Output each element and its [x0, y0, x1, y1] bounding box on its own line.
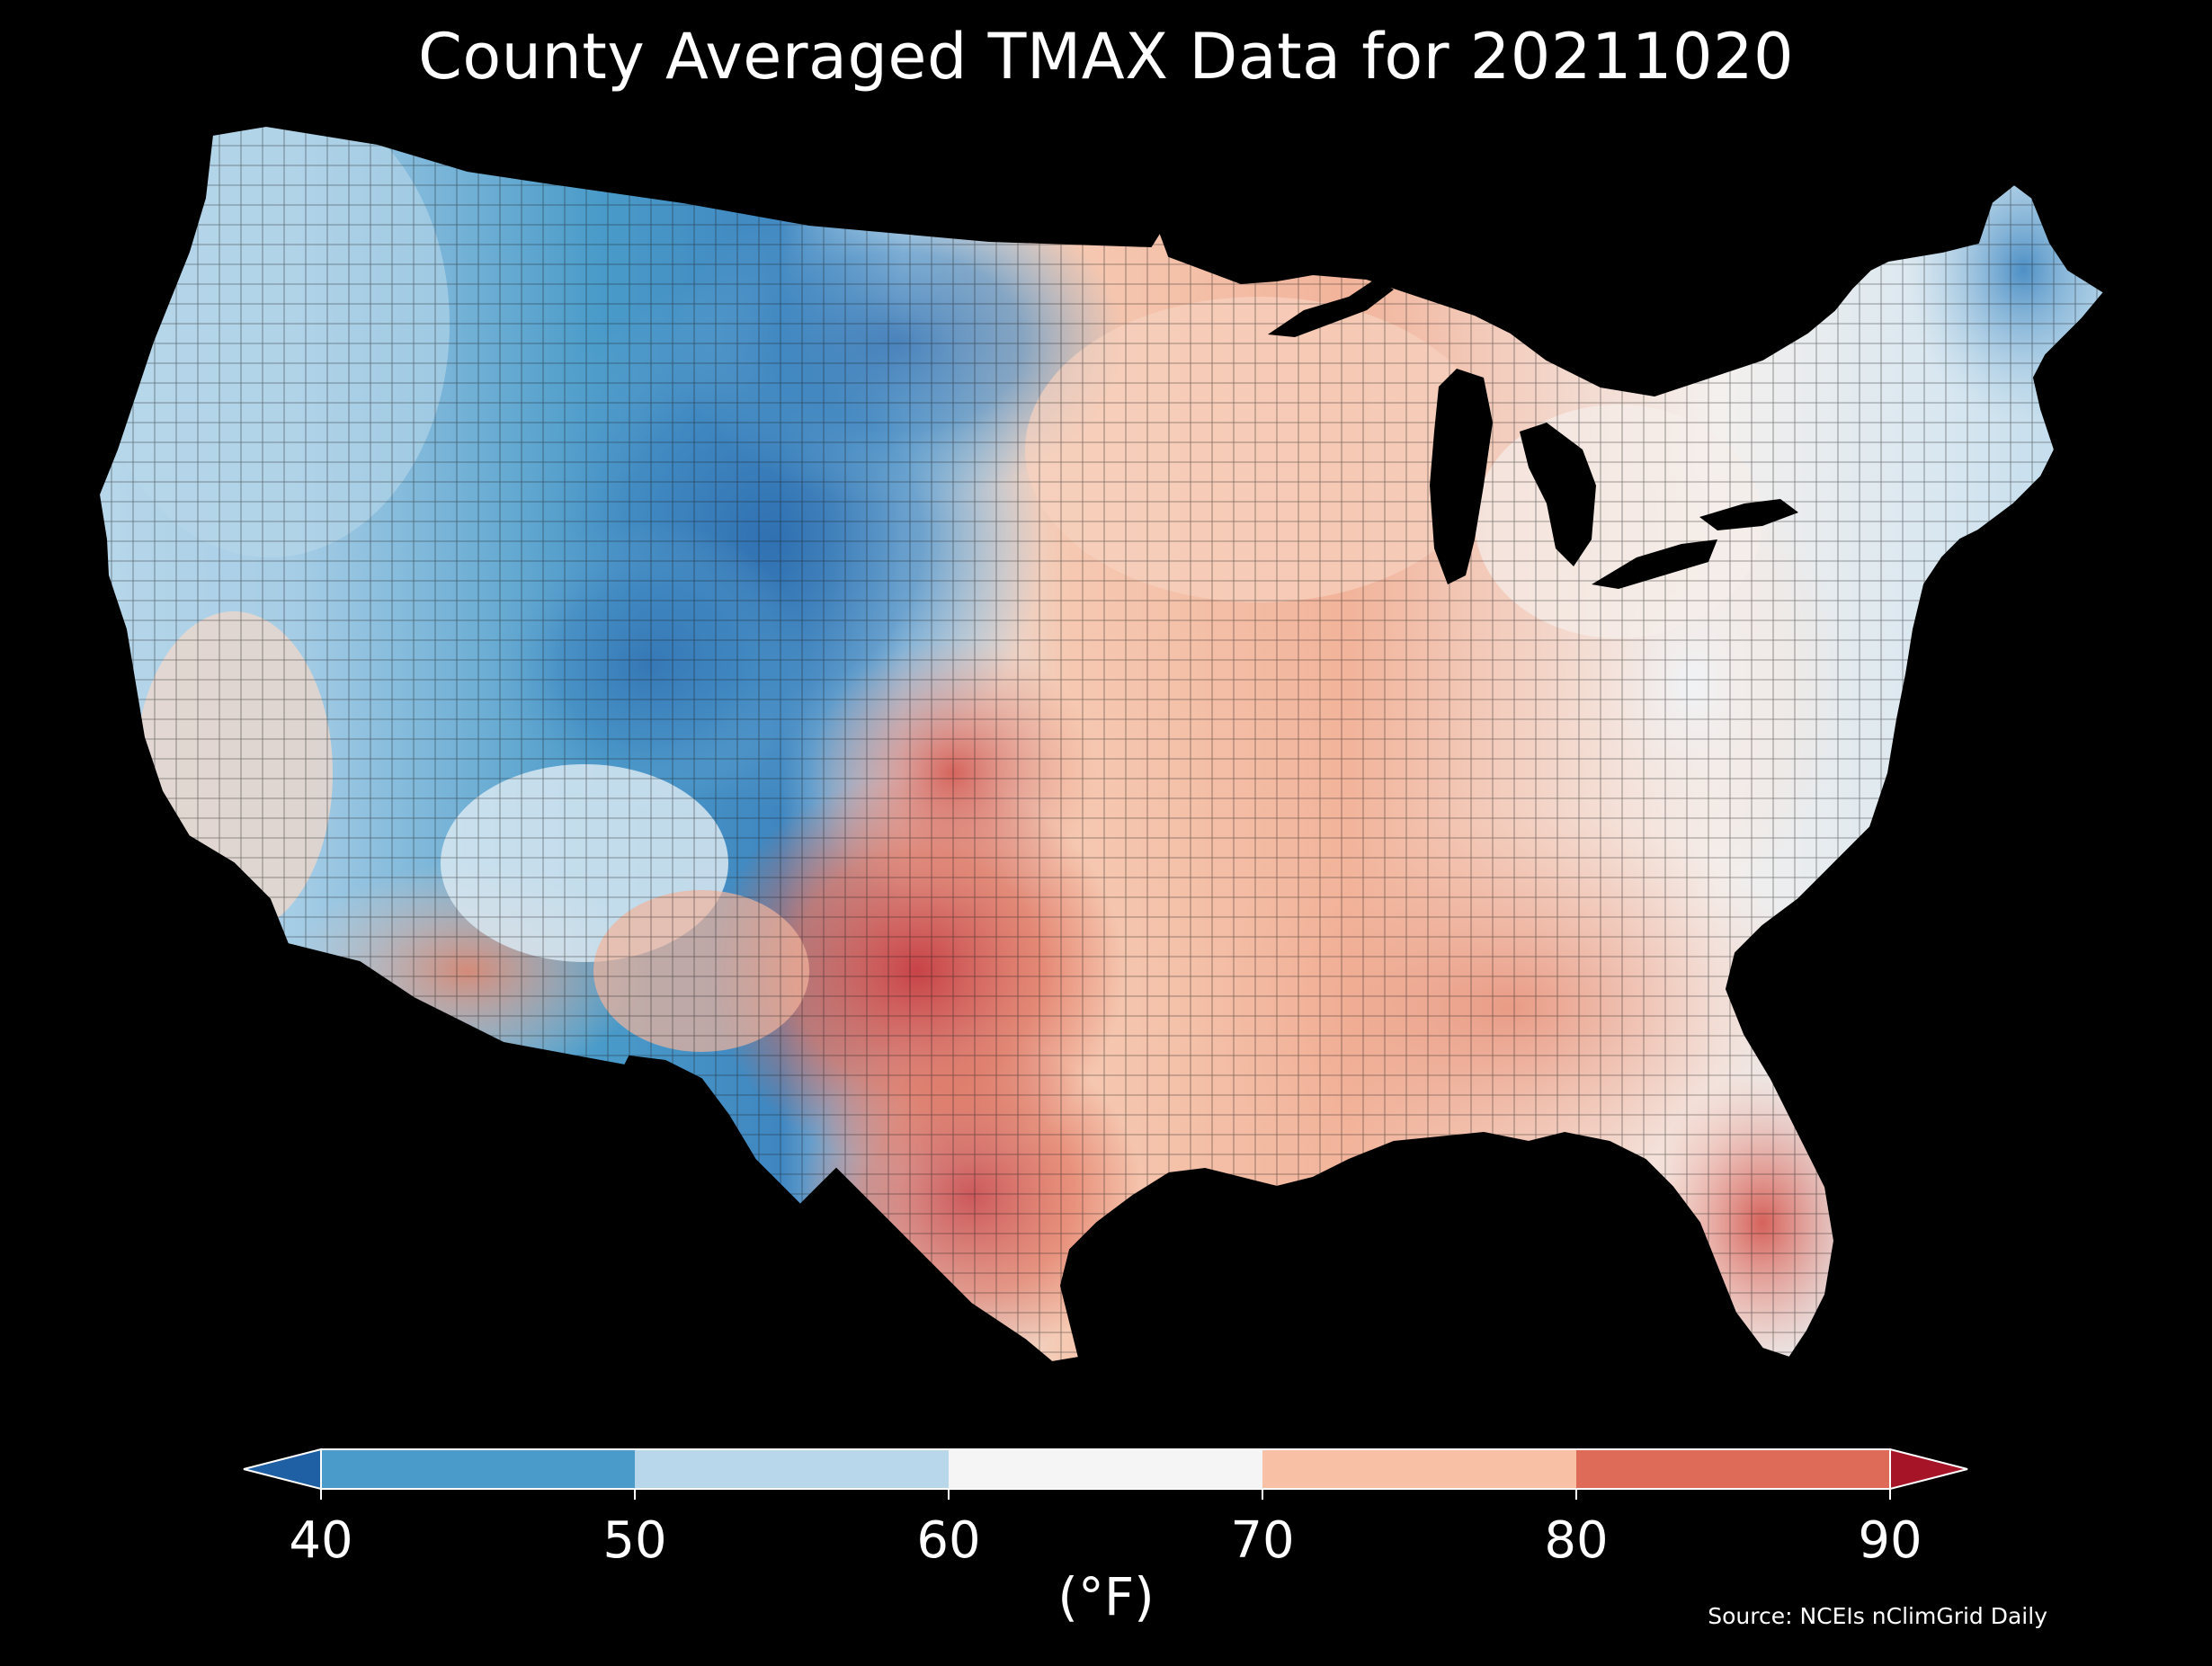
county-borders	[99, 126, 2104, 1362]
colorbar-tick-label: 90	[1858, 1511, 1922, 1570]
great-lakes	[1268, 279, 1798, 589]
colorbar-tick-label: 40	[289, 1511, 352, 1570]
temperature-field	[99, 126, 2104, 1362]
county-grid-lines	[99, 126, 2104, 1362]
colorbar-tick-label: 60	[916, 1511, 980, 1570]
colorbar-tick-label: 70	[1230, 1511, 1294, 1570]
colorbar-bin	[1576, 1449, 1891, 1489]
colorbar-tick-label: 80	[1544, 1511, 1608, 1570]
colorbar-bin	[949, 1449, 1263, 1489]
source-credit: Source: NCEIs nClimGrid Daily	[1708, 1603, 2047, 1629]
colorbar-bin	[635, 1449, 950, 1489]
colorbar-over-arrow	[1889, 1448, 1968, 1491]
colorbar: 40 50 60 70 80 90	[243, 1448, 1968, 1570]
colorbar-under-arrow	[243, 1448, 322, 1491]
colorbar-bin	[1262, 1449, 1577, 1489]
colorbar-frame	[320, 1448, 1891, 1490]
map-title: County Averaged TMAX Data for 20211020	[417, 20, 1795, 94]
colorbar-tick-label: 50	[602, 1511, 666, 1570]
colorbar-bin	[321, 1449, 636, 1489]
colorbar-unit-label: (°F)	[1057, 1566, 1155, 1627]
